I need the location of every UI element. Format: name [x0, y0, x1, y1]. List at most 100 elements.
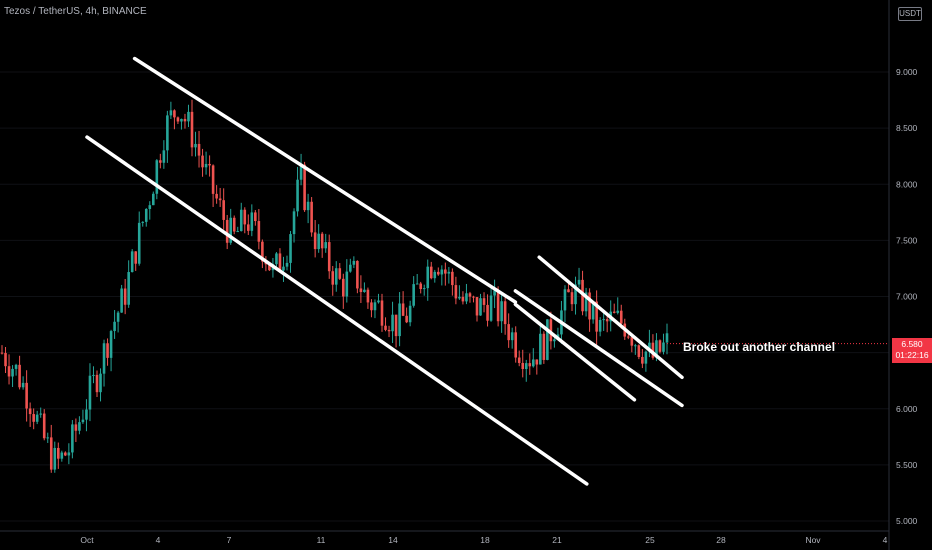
candle-body [493, 290, 496, 296]
candle-body [141, 221, 145, 223]
y-tick-label: 8.000 [896, 179, 918, 189]
candle-body [563, 289, 567, 311]
candle-body [56, 447, 60, 459]
x-tick-label: 25 [645, 535, 655, 545]
candle-body [535, 359, 539, 365]
candle-body [257, 221, 261, 242]
candle-body [81, 419, 85, 423]
bar-countdown: 01:22:16 [895, 350, 929, 360]
x-tick-label: 28 [716, 535, 726, 545]
candle-body [440, 269, 444, 275]
candle-body [665, 333, 669, 343]
candle-body [567, 289, 570, 293]
candle-body [35, 414, 39, 422]
last-price-value: 6.580 [901, 339, 923, 349]
candle-body [401, 303, 405, 316]
candle-body [475, 297, 479, 316]
candle-body [296, 179, 299, 212]
candle-body [317, 233, 320, 250]
candle-body [268, 264, 271, 271]
candle-body [282, 266, 285, 271]
candle-body [42, 413, 46, 439]
candle-body [11, 368, 14, 377]
candle-body [194, 143, 197, 148]
candle-body [109, 331, 113, 358]
currency-badge[interactable]: USDT [898, 7, 922, 21]
candle-body [626, 336, 630, 338]
channel-2-upper[interactable] [537, 255, 684, 380]
candle-body [144, 208, 148, 222]
candle-body [391, 314, 394, 332]
candle-body [67, 452, 71, 456]
candle-body [489, 295, 493, 321]
candle-body [349, 264, 352, 272]
x-tick-label: 4 [156, 535, 161, 545]
candle-body [637, 345, 641, 357]
candle-body [243, 209, 247, 225]
candle-body [183, 118, 187, 122]
candle-body [658, 340, 662, 352]
candle-body [356, 260, 359, 289]
candle-body [292, 211, 296, 235]
candle-body [598, 319, 602, 332]
candle-body [225, 219, 229, 243]
x-tick-label: 11 [317, 535, 326, 545]
candle-body [510, 332, 514, 341]
x-tick-label: 4 [883, 535, 888, 545]
candle-body [130, 251, 134, 273]
candle-body [419, 283, 423, 290]
candle-body [106, 343, 109, 358]
channel-3[interactable] [513, 302, 637, 402]
candle-body [468, 293, 472, 297]
candle-body [405, 315, 408, 323]
candle-body [88, 375, 92, 410]
y-axis: 9.0008.5008.0007.5007.0006.5006.0005.500… [896, 67, 918, 526]
candle-body [517, 357, 521, 363]
candle-body [334, 268, 338, 285]
candle-body [49, 437, 53, 470]
channel-1-lower[interactable] [85, 135, 589, 486]
candle-body [549, 319, 553, 342]
candle-body [584, 292, 588, 312]
candle-body [363, 289, 366, 293]
candle-body [71, 424, 74, 453]
candle-body [187, 111, 190, 122]
candle-body [377, 300, 380, 303]
candle-body [180, 118, 183, 122]
candle-body [60, 452, 64, 459]
candle-body [394, 314, 398, 337]
candle-body [574, 284, 577, 305]
candle-body [324, 242, 328, 249]
candle-body [310, 201, 313, 233]
candle-body [229, 217, 233, 243]
candle-body [18, 364, 21, 388]
candle-body [436, 271, 440, 275]
candle-body [380, 300, 384, 326]
candle-body [500, 301, 503, 322]
candle-body [331, 271, 335, 285]
candles [0, 99, 669, 473]
candle-body [370, 302, 373, 311]
candle-body [306, 201, 310, 211]
candle-body [327, 242, 331, 272]
candle-body [553, 339, 556, 342]
channel-2-lower[interactable] [513, 289, 684, 408]
candle-body [387, 329, 391, 332]
candle-body [218, 198, 222, 201]
x-tick-label: 7 [227, 535, 232, 545]
candle-body [254, 212, 257, 222]
candle-body [341, 278, 345, 297]
candle-body [176, 117, 180, 122]
candle-body [215, 193, 218, 199]
candle-body [173, 110, 176, 118]
candle-body [236, 231, 240, 233]
candle-body [39, 413, 43, 415]
x-tick-label: 21 [552, 535, 562, 545]
candle-body [134, 251, 138, 264]
candle-body [486, 304, 489, 321]
channel-1-upper[interactable] [132, 56, 518, 304]
channel-lines [85, 56, 889, 486]
candle-body [123, 288, 127, 305]
candle-body [78, 422, 81, 431]
